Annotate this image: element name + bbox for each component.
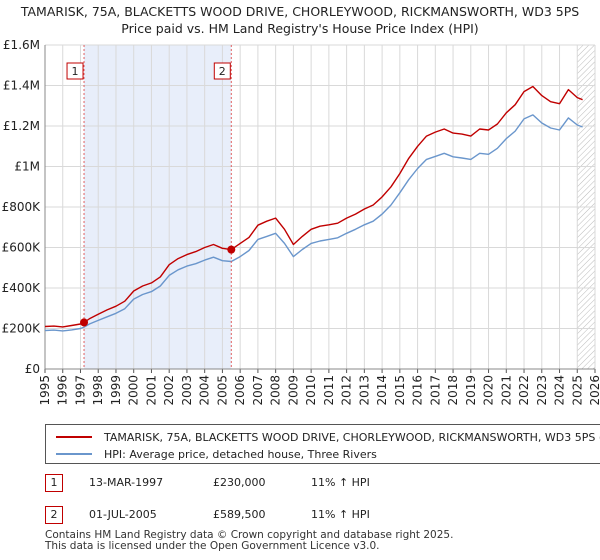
price-chart: £0 £200K £400K £600K £800K £1M £1.2M £1.4M £1.6M… [2, 38, 600, 406]
x-tick-label: 2006 [233, 375, 247, 406]
hpi-line [45, 114, 583, 332]
x-tick-label: 2020 [482, 375, 496, 406]
y-tick-label: £200K [2, 322, 42, 336]
sale-price: £230,000 [213, 476, 266, 489]
x-tick-label: 2019 [464, 375, 478, 406]
x-tick-label: 2009 [286, 375, 300, 406]
title-address: TAMARISK, 75A, BLACKETTS WOOD DRIVE, CHO… [20, 4, 580, 19]
footer-copyright: Contains HM Land Registry data © Crown c… [45, 529, 454, 541]
sale-price: £589,500 [213, 508, 266, 521]
sale-marker-box [213, 62, 231, 80]
x-tick-label: 2017 [428, 375, 442, 406]
sale-number-badge: 1 [45, 474, 63, 492]
sale-hpi-change: 11% ↑ HPI [311, 476, 370, 489]
x-tick-label: 1996 [56, 375, 70, 406]
x-tick-label: 2005 [215, 375, 229, 406]
legend-item-hpi: HPI: Average price, detached house, Thre… [46, 446, 377, 462]
chart-legend: TAMARISK, 75A, BLACKETTS WOOD DRIVE, CHO… [45, 424, 600, 464]
x-tick-label: 2001 [144, 375, 158, 406]
x-tick-label: 2008 [269, 375, 283, 406]
x-tick-label: 1995 [38, 375, 52, 406]
sale-marker-box [66, 62, 84, 80]
x-tick-label: 2023 [535, 375, 549, 406]
x-tick-label: 2002 [162, 375, 176, 406]
x-tick-label: 1997 [73, 375, 87, 406]
x-tick-label: 1998 [91, 375, 105, 406]
x-tick-label: 2003 [180, 375, 194, 406]
title-subtitle: Price paid vs. HM Land Registry's House … [121, 21, 479, 36]
legend-swatch-property [56, 436, 92, 438]
x-tick-label: 2013 [357, 375, 371, 406]
x-tick-label: 2012 [340, 375, 354, 406]
sale-date: 01-JUL-2005 [89, 508, 157, 521]
chart-title: TAMARISK, 75A, BLACKETTS WOOD DRIVE, CHO… [0, 3, 600, 37]
y-tick-label: £1.2M [3, 119, 40, 133]
attribution-footer: Contains HM Land Registry data © Crown c… [45, 530, 453, 552]
sale-row-1: 1 13-MAR-1997 £230,000 11% ↑ HPI [45, 474, 585, 494]
x-tick-label: 2021 [499, 375, 513, 406]
y-tick-label: £400K [2, 281, 42, 295]
x-tick-label: 2014 [375, 375, 389, 406]
y-tick-label: £0 [25, 362, 40, 376]
legend-label-property: TAMARISK, 75A, BLACKETTS WOOD DRIVE, CHO… [104, 430, 600, 444]
sale-date: 13-MAR-1997 [89, 476, 164, 489]
sale-hpi-change: 11% ↑ HPI [311, 508, 370, 521]
legend-label-hpi: HPI: Average price, detached house, Thre… [104, 447, 377, 461]
x-tick-label: 2011 [322, 375, 336, 406]
x-tick-label: 2016 [411, 375, 425, 406]
y-tick-label: £1.4M [3, 79, 40, 93]
sale-number-badge: 2 [45, 506, 63, 524]
x-tick-label: 2018 [446, 375, 460, 406]
x-tick-label: 2022 [517, 375, 531, 406]
x-tick-label: 2010 [304, 375, 318, 406]
y-tick-label: £800K [2, 200, 42, 214]
sale-marker-label: 2 [219, 65, 226, 78]
x-tick-label: 1999 [109, 375, 123, 406]
y-tick-label: £1.6M [3, 38, 40, 52]
x-tick-label: 2024 [553, 375, 567, 406]
x-tick-label: 2026 [588, 375, 600, 406]
x-tick-label: 2007 [251, 375, 265, 406]
x-tick-label: 2000 [127, 375, 141, 406]
y-tick-label: £1M [14, 160, 40, 174]
legend-item-property: TAMARISK, 75A, BLACKETTS WOOD DRIVE, CHO… [46, 429, 600, 445]
property-price-line [45, 85, 583, 328]
sale-marker-label: 1 [72, 65, 79, 78]
sale-row-2: 2 01-JUL-2005 £589,500 11% ↑ HPI [45, 506, 585, 526]
sale-point [80, 318, 89, 327]
sale-point [227, 245, 236, 254]
x-tick-label: 2004 [198, 375, 212, 406]
legend-swatch-hpi [56, 453, 92, 455]
x-tick-label: 2025 [570, 375, 584, 406]
x-tick-label: 2015 [393, 375, 407, 406]
y-tick-label: £600K [2, 241, 42, 255]
footer-licence: This data is licensed under the Open Gov… [45, 540, 380, 552]
